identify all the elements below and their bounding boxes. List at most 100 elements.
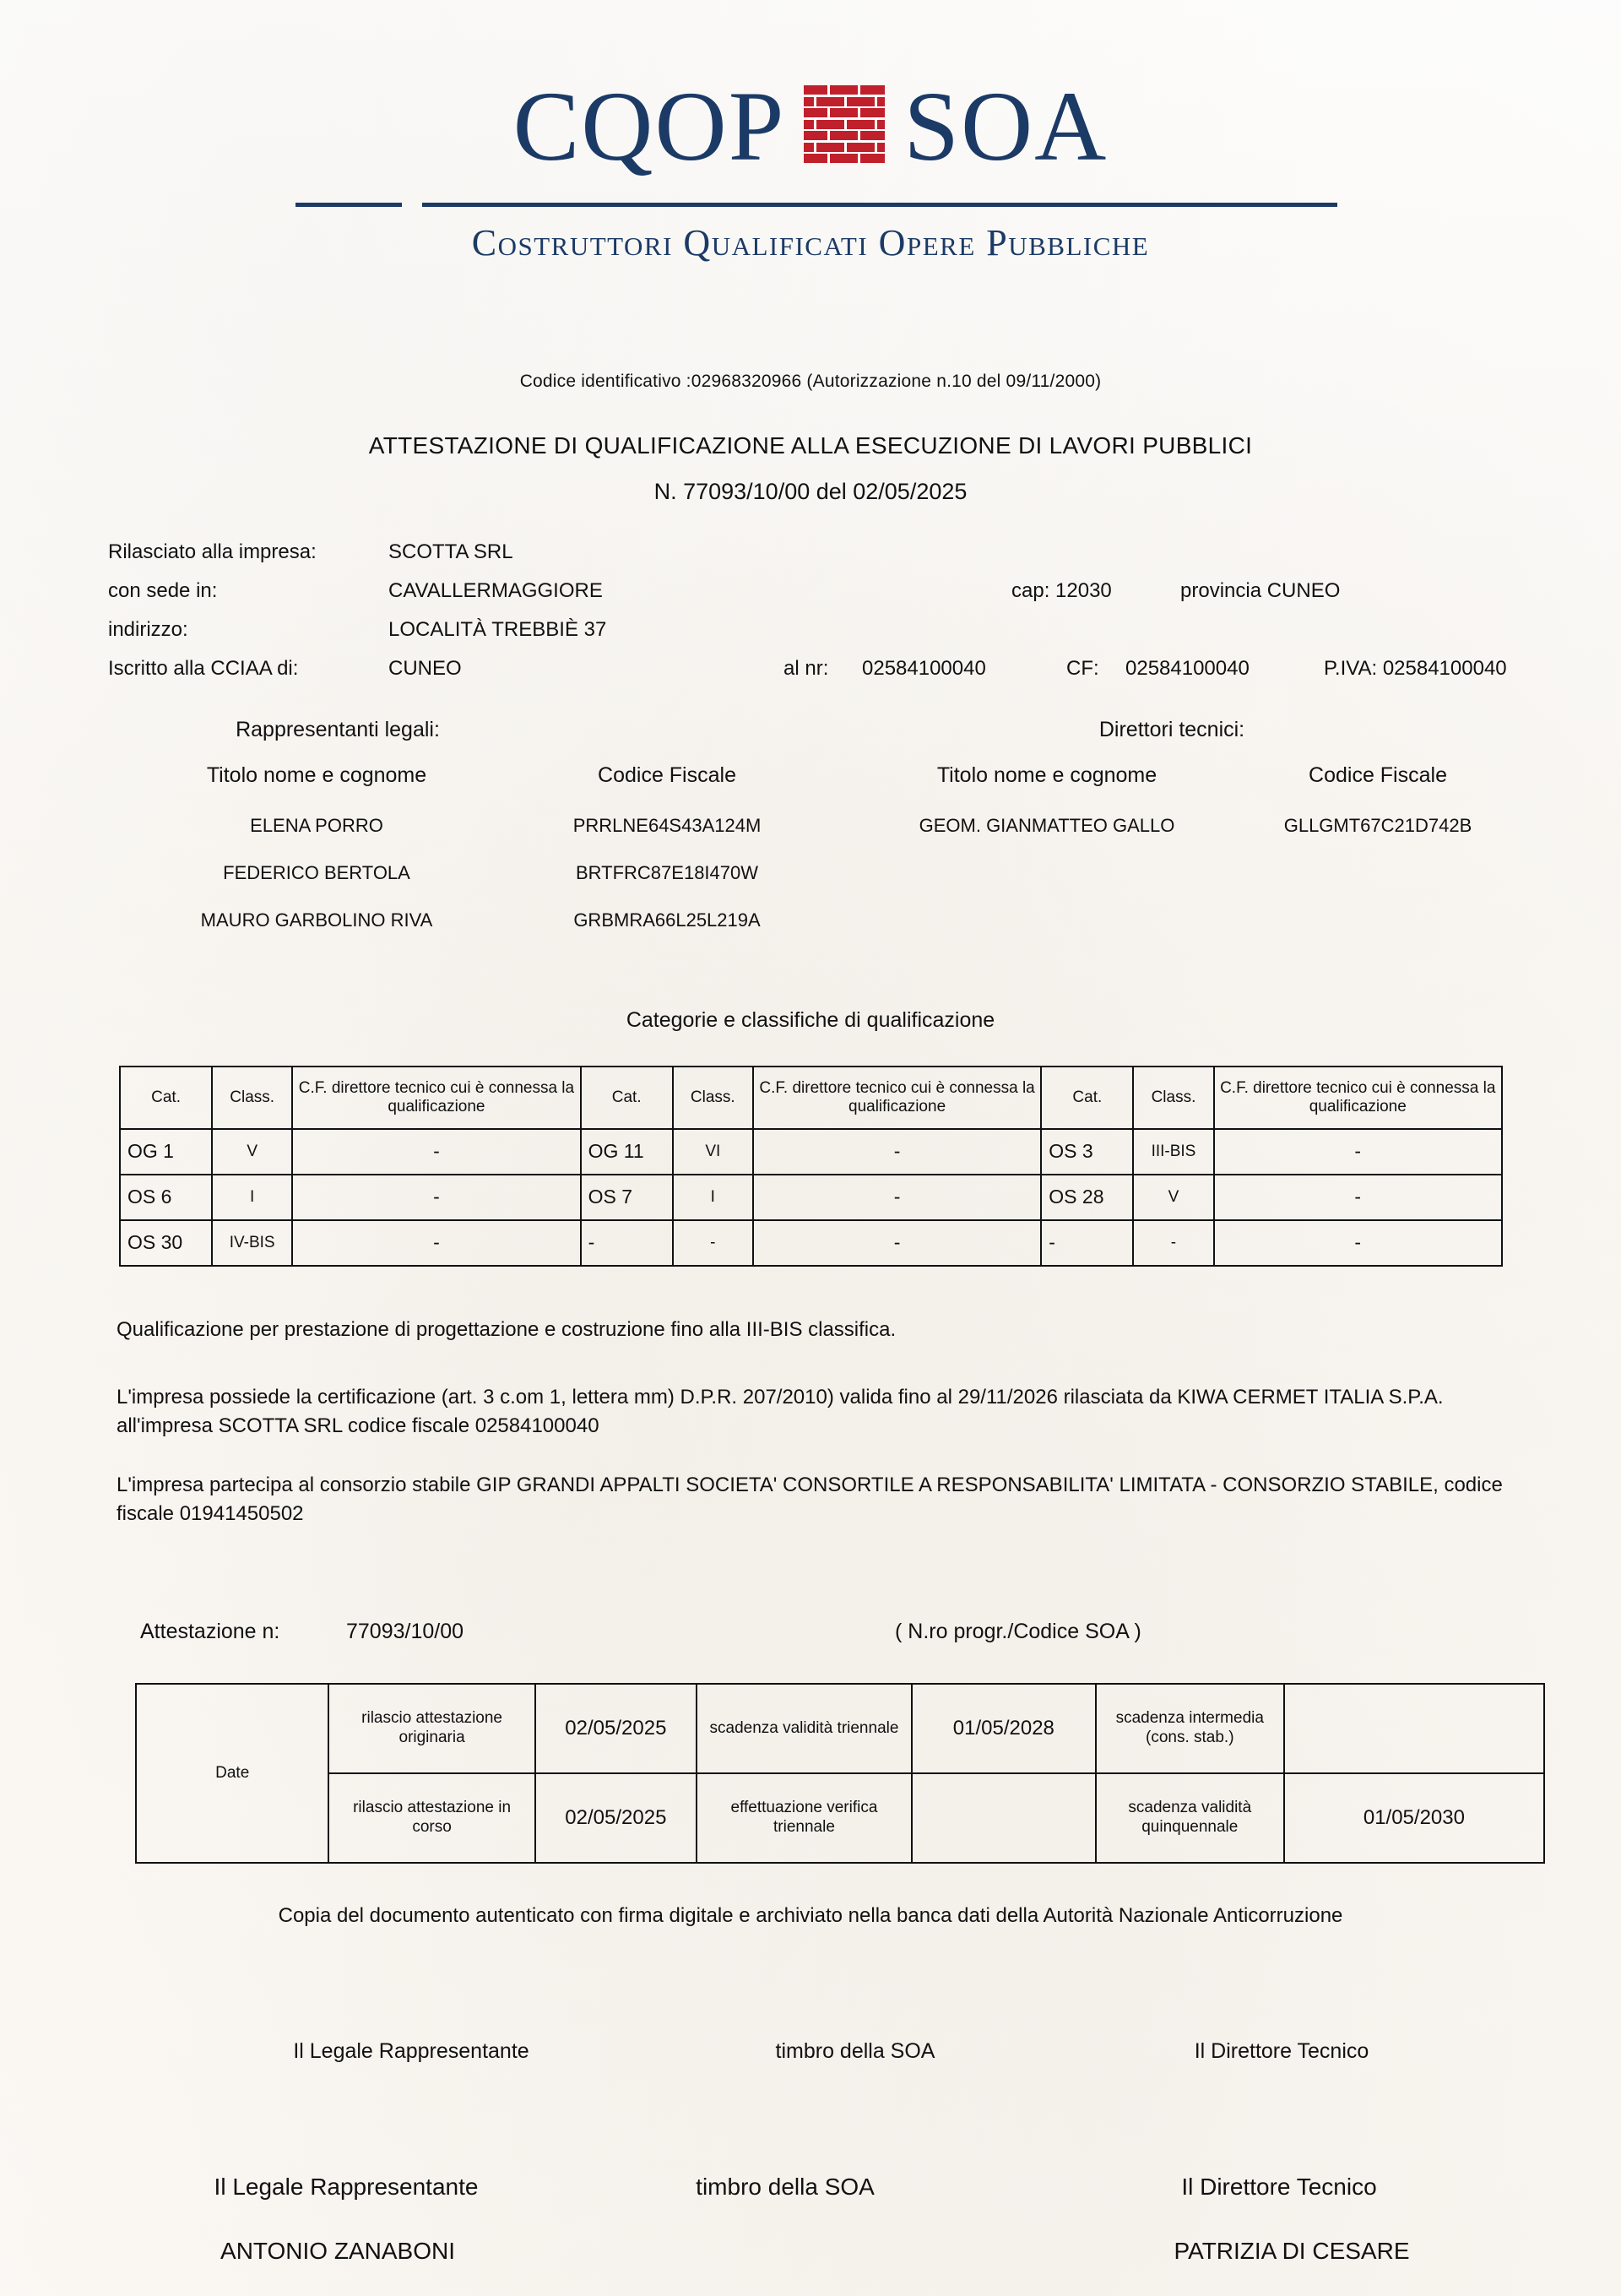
cell-scadenza-intermedia-date: [1282, 1683, 1546, 1774]
col-header-cf-legali: Codice Fiscale: [598, 763, 736, 787]
document-number: N. 77093/10/00 del 02/05/2025: [653, 479, 968, 504]
cell-class: I: [671, 1174, 754, 1221]
paragraph-consorzio: L'impresa partecipa al consorzio stabile…: [117, 1474, 1503, 1526]
tech-director-name: GEOM. GIANMATTEO GALLO: [919, 815, 1175, 836]
cell-cf: -: [291, 1174, 582, 1221]
logo-text-cqop: CQOP: [512, 71, 786, 182]
cell-class: V: [1132, 1174, 1215, 1221]
dates-table: Date rilascio attestazione originaria 02…: [134, 1683, 1546, 1864]
logo-rule-left: [295, 203, 402, 207]
attestazione-note: ( N.ro progr./Codice SOA ): [895, 1620, 1141, 1643]
value-codice-fiscale: 02584100040: [1125, 657, 1250, 680]
col-header-nome-legali: Titolo nome e cognome: [206, 763, 427, 787]
company-details: Rilasciato alla impresa: SCOTTA SRL con …: [108, 540, 1543, 696]
cell-verifica-triennale-date: [910, 1772, 1097, 1864]
cell-cat: OG 1: [118, 1128, 214, 1175]
th-cat-1: Cat.: [118, 1066, 214, 1130]
table-row: rilascio attestazione in corso 02/05/202…: [136, 1772, 1546, 1864]
cell-class: -: [1132, 1219, 1215, 1267]
col-header-nome-tecnici: Titolo nome e cognome: [936, 763, 1157, 787]
signature-label-direttore-tecnico-2: Il Direttore Tecnico: [1181, 2174, 1377, 2200]
cell-class: III-BIS: [1132, 1128, 1215, 1175]
value-numero-registro: 02584100040: [862, 657, 986, 680]
paragraph-certificazione: L'impresa possiede la certificazione (ar…: [117, 1386, 1444, 1438]
heading-direttori-tecnici: Direttori tecnici:: [1098, 718, 1245, 741]
value-indirizzo: LOCALITÀ TREBBIÈ 37: [388, 618, 607, 641]
cell-cf: -: [1212, 1128, 1504, 1175]
signature-label-direttore-tecnico-1: Il Direttore Tecnico: [1194, 2039, 1369, 2063]
signature-label-timbro-soa-2: timbro della SOA: [696, 2174, 875, 2200]
label-impresa: Rilasciato alla impresa:: [108, 540, 317, 563]
cell-cf: -: [1212, 1174, 1504, 1221]
value-impresa: SCOTTA SRL: [388, 540, 513, 563]
document-title: ATTESTAZIONE DI QUALIFICAZIONE ALLA ESEC…: [368, 432, 1253, 459]
cell-cf: -: [751, 1219, 1043, 1267]
logo-text-soa: SOA: [903, 71, 1109, 182]
legal-rep-cf: PRRLNE64S43A124M: [572, 815, 762, 836]
table-row: OS 6 I - OS 7 I - OS 28 V -: [118, 1174, 1504, 1221]
th-cf-1: C.F. direttore tecnico cui è connessa la…: [291, 1066, 582, 1130]
company-row-indirizzo: indirizzo: LOCALITÀ TREBBIÈ 37: [108, 618, 1543, 657]
signature-label-legale-rappresentante-2: Il Legale Rappresentante: [214, 2174, 479, 2200]
th-class-1: Class.: [211, 1066, 294, 1130]
cell-scadenza-triennale-date: 01/05/2028: [910, 1683, 1097, 1774]
logo-row: CQOP SOA: [512, 71, 1109, 182]
attestazione-label: Attestazione n:: [140, 1620, 280, 1643]
cell-scadenza-quinquennale-label: scadenza validità quinquennale: [1094, 1772, 1285, 1864]
attestazione-value: 77093/10/00: [346, 1620, 464, 1643]
label-cciaa: Iscritto alla CCIAA di:: [108, 657, 299, 680]
cell-rilascio-corso-date: 02/05/2025: [534, 1772, 697, 1864]
cell-cat: OG 11: [579, 1128, 674, 1175]
tech-director-cf: GLLGMT67C21D742B: [1283, 815, 1472, 836]
cell-verifica-triennale-label: effettuazione verifica triennale: [695, 1772, 913, 1864]
cell-rilascio-originaria-date: 02/05/2025: [534, 1683, 697, 1774]
legal-rep-name: ELENA PORRO: [250, 815, 383, 836]
legal-rep-cf: BRTFRC87E18I470W: [575, 862, 759, 883]
cell-class: I: [211, 1174, 294, 1221]
categories-header-row: Cat. Class. C.F. direttore tecnico cui è…: [118, 1066, 1504, 1130]
logo-rule-right: [422, 203, 1337, 207]
identification-code-line: Codice identificativo :02968320966 (Auto…: [519, 372, 1102, 391]
company-row-impresa: Rilasciato alla impresa: SCOTTA SRL: [108, 540, 1543, 579]
legal-rep-cf: GRBMRA66L25L219A: [573, 909, 761, 931]
th-class-2: Class.: [671, 1066, 754, 1130]
cell-cat: OS 28: [1040, 1174, 1135, 1221]
cell-cat: -: [579, 1219, 674, 1267]
label-partita-iva: P.IVA: 02584100040: [1324, 657, 1507, 680]
table-row: OS 30 IV-BIS - - - - - - -: [118, 1219, 1504, 1267]
cell-cf: -: [751, 1128, 1043, 1175]
cqop-soa-logo: CQOP SOA: [0, 71, 1621, 182]
brick-wall-icon: [804, 85, 886, 164]
value-cciaa: CUNEO: [388, 657, 462, 680]
table-row: Date rilascio attestazione originaria 02…: [134, 1683, 1546, 1864]
signature-label-timbro-soa-1: timbro della SOA: [775, 2039, 935, 2063]
company-row-sede: con sede in: CAVALLERMAGGIORE cap: 12030…: [108, 579, 1543, 618]
cell-class: IV-BIS: [211, 1219, 294, 1267]
th-class-3: Class.: [1132, 1066, 1215, 1130]
legal-rep-name: FEDERICO BERTOLA: [223, 862, 410, 883]
label-numero-registro: al nr:: [783, 657, 829, 680]
signature-name-legale-rappresentante: ANTONIO ZANABONI: [220, 2238, 455, 2264]
cell-class: -: [671, 1219, 754, 1267]
signature-name-direttore-tecnico: PATRIZIA DI CESARE: [1174, 2238, 1410, 2264]
label-codice-fiscale: CF:: [1066, 657, 1099, 680]
label-sede: con sede in:: [108, 579, 218, 602]
company-row-cciaa: Iscritto alla CCIAA di: CUNEO al nr: 025…: [108, 657, 1543, 696]
logo-rules: [0, 203, 1621, 211]
cell-cf: -: [1212, 1219, 1504, 1267]
label-cap: cap: 12030: [1011, 579, 1112, 602]
th-cf-2: C.F. direttore tecnico cui è connessa la…: [751, 1066, 1043, 1130]
cell-cf: -: [291, 1128, 582, 1175]
cell-cf: -: [291, 1219, 582, 1267]
cell-cat: OS 30: [118, 1219, 214, 1267]
cell-class: V: [211, 1128, 294, 1175]
cell-cf: -: [751, 1174, 1043, 1221]
table-row: OG 1 V - OG 11 VI - OS 3 III-BIS -: [118, 1128, 1504, 1175]
th-cf-3: C.F. direttore tecnico cui è connessa la…: [1212, 1066, 1504, 1130]
heading-rappresentanti-legali: Rappresentanti legali:: [236, 718, 440, 741]
copy-authentication-note: Copia del documento autenticato con firm…: [278, 1904, 1343, 1927]
cell-scadenza-intermedia-label: scadenza intermedia (cons. stab.): [1094, 1683, 1285, 1774]
categories-table-title: Categorie e classifiche di qualificazion…: [626, 1008, 995, 1032]
paragraph-qualificazione: Qualificazione per prestazione di proget…: [117, 1318, 897, 1341]
